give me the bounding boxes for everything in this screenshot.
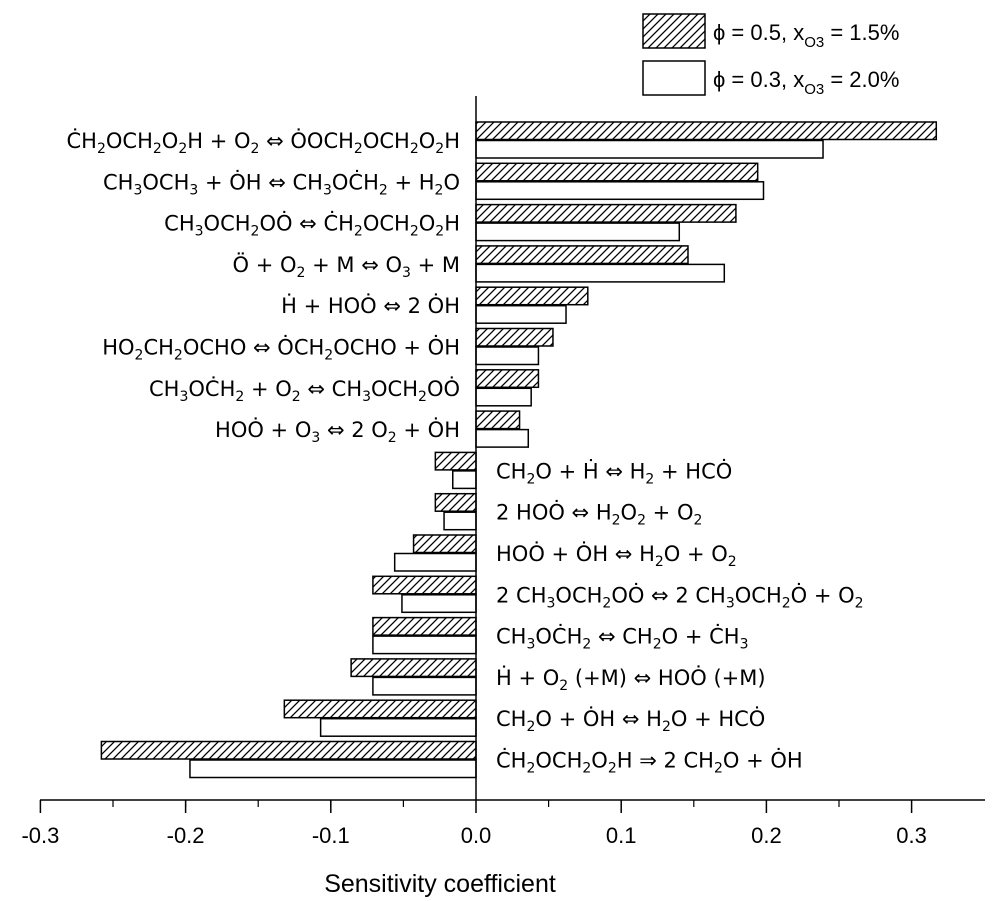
bar-phi03-11 bbox=[401, 594, 477, 614]
category-label-13: Ḣ + O2 (+M) ⇔ HOȮ (+M) bbox=[496, 665, 766, 694]
bar-phi05-14 bbox=[283, 699, 477, 719]
x-tick-label-4: 0.1 bbox=[606, 823, 637, 848]
category-label-11: 2 CH3OCH2OȮ ⇔ 2 CH3OCH2Ȯ + O2 bbox=[496, 582, 864, 611]
legend-swatch-0 bbox=[642, 13, 706, 49]
bar-phi03-9 bbox=[443, 511, 477, 531]
category-labels: ĊH2OCH2O2H + O2 ⇔ ȮOCH2OCH2O2H CH3OCH3 + … bbox=[67, 128, 864, 777]
category-label-5: HO2CH2OCHO ⇔ ȮCH2OCHO + ȮH bbox=[102, 335, 460, 364]
bar-phi03-2 bbox=[475, 222, 681, 242]
bar-phi05-2 bbox=[475, 203, 737, 223]
category-label-0: ĊH2OCH2O2H + O2 ⇔ ȮOCH2OCH2O2H bbox=[67, 128, 461, 157]
bar-phi03-4 bbox=[475, 304, 567, 324]
bar-phi05-6 bbox=[475, 369, 540, 389]
bar-phi05-3 bbox=[475, 245, 689, 265]
axes-group: -0.3 -0.2 -0.1 0.0 0.1 0.2 0.3 Sensitivity coef… bbox=[21, 96, 985, 898]
category-label-2: CH3OCH2OȮ ⇔ ĊH2OCH2O2H bbox=[164, 211, 460, 240]
bar-phi03-12 bbox=[372, 635, 477, 655]
bar-phi03-7 bbox=[475, 428, 530, 448]
bar-phi05-9 bbox=[434, 492, 477, 512]
legend-label-1: ϕ = 0.3, xO3 = 2.0% bbox=[713, 67, 899, 98]
legend-swatch-1 bbox=[642, 60, 706, 96]
bar-phi03-10 bbox=[393, 552, 477, 572]
bar-phi03-13 bbox=[372, 676, 477, 696]
bar-phi05-7 bbox=[475, 410, 521, 430]
category-label-8: CH2O + Ḣ ⇔ H2 + HCȮ bbox=[496, 458, 732, 487]
category-label-10: HOȮ + ȮH ⇔ H2O + O2 bbox=[496, 541, 737, 570]
bar-phi05-12 bbox=[372, 616, 477, 636]
bar-phi03-5 bbox=[475, 346, 540, 366]
bar-phi03-14 bbox=[319, 717, 477, 737]
x-tick-label-3: 0.0 bbox=[461, 823, 492, 848]
category-label-7: HOȮ + O3 ⇔ 2 O2 + ȮH bbox=[215, 417, 460, 446]
bar-phi03-0 bbox=[475, 139, 824, 159]
category-label-14: CH2O + ȮH ⇔ H2O + HCȮ bbox=[496, 706, 765, 735]
bar-phi05-13 bbox=[350, 658, 477, 678]
bar-phi05-8 bbox=[434, 451, 477, 471]
legend-label-0: ϕ = 0.5, xO3 = 1.5% bbox=[713, 20, 899, 51]
bar-phi03-1 bbox=[475, 181, 765, 201]
bar-phi03-3 bbox=[475, 263, 726, 283]
category-label-9: 2 HOȮ ⇔ H2O2 + O2 bbox=[496, 500, 702, 529]
x-tick-label-1: -0.2 bbox=[167, 823, 205, 848]
x-tick-label-6: 0.3 bbox=[896, 823, 927, 848]
bar-phi05-11 bbox=[372, 575, 477, 595]
bar-phi05-15 bbox=[100, 740, 477, 760]
bar-phi03-6 bbox=[475, 387, 532, 407]
x-axis-label: Sensitivity coefficient bbox=[324, 870, 556, 898]
category-label-4: Ḣ + HOȮ ⇔ 2 ȮH bbox=[281, 293, 460, 318]
bar-phi05-1 bbox=[475, 162, 759, 182]
category-label-15: ĊH2OCH2O2H ⇒ 2 CH2O + ȮH bbox=[496, 748, 803, 777]
x-tick-label-0: -0.3 bbox=[21, 823, 59, 848]
category-label-1: CH3OCH3 + ȮH ⇔ CH3OĊH2 + H2O bbox=[103, 169, 460, 198]
bar-phi05-0 bbox=[475, 121, 938, 141]
category-label-12: CH3OĊH2 ⇔ CH2O + ĊH3 bbox=[496, 624, 748, 653]
x-tick-label-5: 0.2 bbox=[751, 823, 782, 848]
bar-phi03-8 bbox=[452, 470, 477, 490]
category-label-6: CH3OĊH2 + O2 ⇔ CH3OCH2OȮ bbox=[149, 376, 460, 405]
x-tick-label-2: -0.1 bbox=[312, 823, 350, 848]
category-label-3: Ö + O2 + M ⇔ O3 + M bbox=[233, 252, 460, 281]
bar-phi05-5 bbox=[475, 327, 554, 347]
bar-phi05-10 bbox=[412, 534, 477, 554]
bar-phi05-4 bbox=[475, 286, 589, 306]
bar-phi03-15 bbox=[189, 759, 477, 779]
legend: ϕ = 0.5, xO3 = 1.5% ϕ = 0.3, xO3 = 2.0% bbox=[642, 13, 899, 98]
